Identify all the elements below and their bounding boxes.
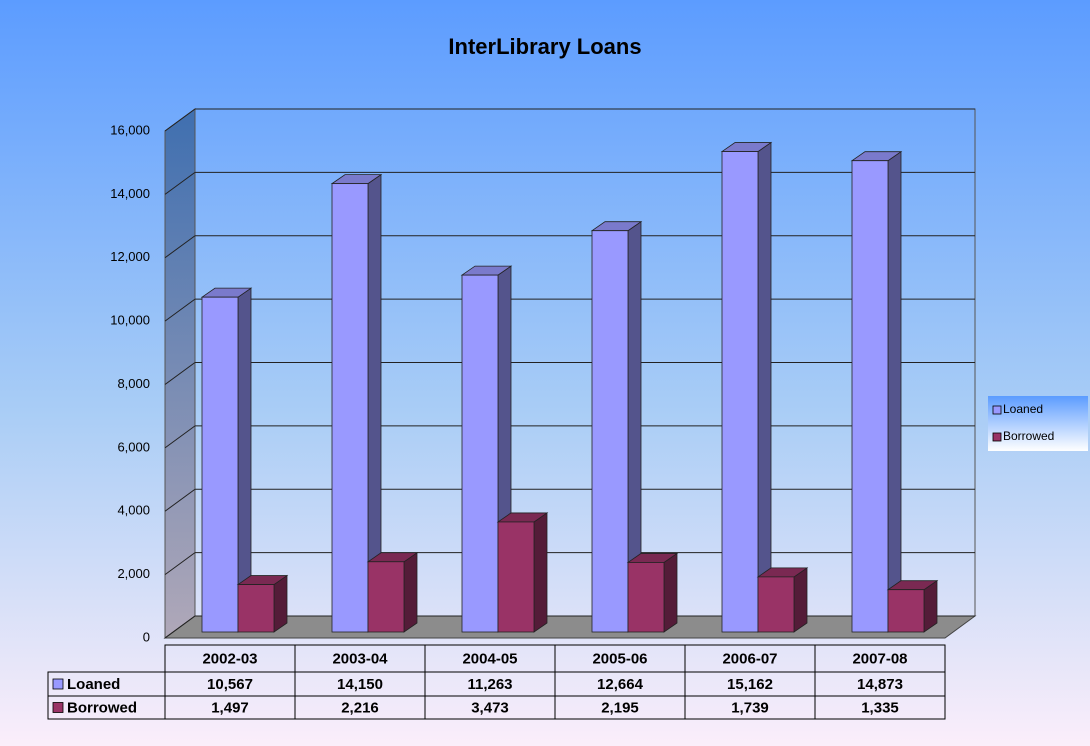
table-value: 2,195: [601, 699, 639, 716]
bar: [461, 274, 499, 633]
y-tick-label: 4,000: [117, 503, 150, 518]
grid-line: [164, 171, 196, 195]
table-value: 14,873: [857, 676, 903, 693]
bar-side: [403, 552, 418, 633]
bar-side: [663, 552, 678, 633]
bar: [331, 183, 369, 633]
grid-line: [164, 615, 196, 639]
grid-line: [164, 108, 196, 132]
bar: [887, 589, 925, 633]
y-tick-label: 2,000: [117, 566, 150, 581]
x-tick-label: 2004-05: [462, 650, 517, 667]
table-value: 2,216: [341, 699, 379, 716]
x-tick-label: 2003-04: [332, 650, 388, 667]
grid-line: [164, 298, 196, 322]
table-value: 1,335: [861, 699, 899, 716]
bar-side: [793, 567, 808, 633]
y-tick-label: 12,000: [110, 249, 150, 264]
grid-line: [164, 235, 196, 259]
bar: [627, 562, 665, 633]
bar: [237, 584, 275, 633]
bar-side: [533, 512, 548, 633]
table-value: 12,664: [597, 676, 644, 693]
bar-side: [887, 150, 902, 633]
table-row-label: Borrowed: [67, 699, 137, 716]
y-tick-label: 6,000: [117, 439, 150, 454]
table-value: 3,473: [471, 699, 509, 716]
table-value: 10,567: [207, 676, 253, 693]
legend-label: Loaned: [1003, 402, 1043, 416]
y-tick-label: 16,000: [110, 122, 150, 137]
legend-box: [988, 396, 1088, 451]
bar: [757, 576, 795, 633]
chart-title: InterLibrary Loans: [448, 34, 641, 59]
legend-key: [992, 405, 1002, 415]
table-value: 1,497: [211, 699, 249, 716]
x-tick-label: 2006-07: [722, 650, 777, 667]
table-value: 11,263: [467, 676, 512, 693]
table-value: 1,739: [731, 699, 769, 716]
grid-line: [164, 425, 196, 449]
grid-line: [164, 488, 196, 512]
grid-line: [164, 552, 196, 576]
legend-key: [992, 432, 1002, 442]
x-tick-label: 2002-03: [202, 650, 257, 667]
bar: [497, 521, 535, 633]
bar: [851, 160, 889, 633]
y-tick-label: 0: [143, 629, 150, 644]
bar-side: [757, 141, 772, 633]
y-tick-label: 14,000: [110, 186, 150, 201]
table-key: [52, 678, 64, 690]
bar-side: [273, 574, 288, 633]
table-row-label: Loaned: [67, 676, 120, 693]
table-value: 14,150: [337, 676, 383, 693]
bar: [721, 151, 759, 633]
bar: [367, 561, 405, 633]
x-tick-label: 2005-06: [592, 650, 647, 667]
legend-label: Borrowed: [1003, 429, 1054, 443]
table-key: [52, 702, 64, 713]
grid-line: [164, 362, 196, 385]
y-tick-label: 8,000: [117, 376, 150, 391]
bar: [591, 230, 629, 633]
y-tick-label: 10,000: [110, 313, 150, 328]
x-tick-label: 2007-08: [852, 650, 907, 667]
table-value: 15,162: [727, 676, 773, 693]
bar: [201, 296, 239, 633]
